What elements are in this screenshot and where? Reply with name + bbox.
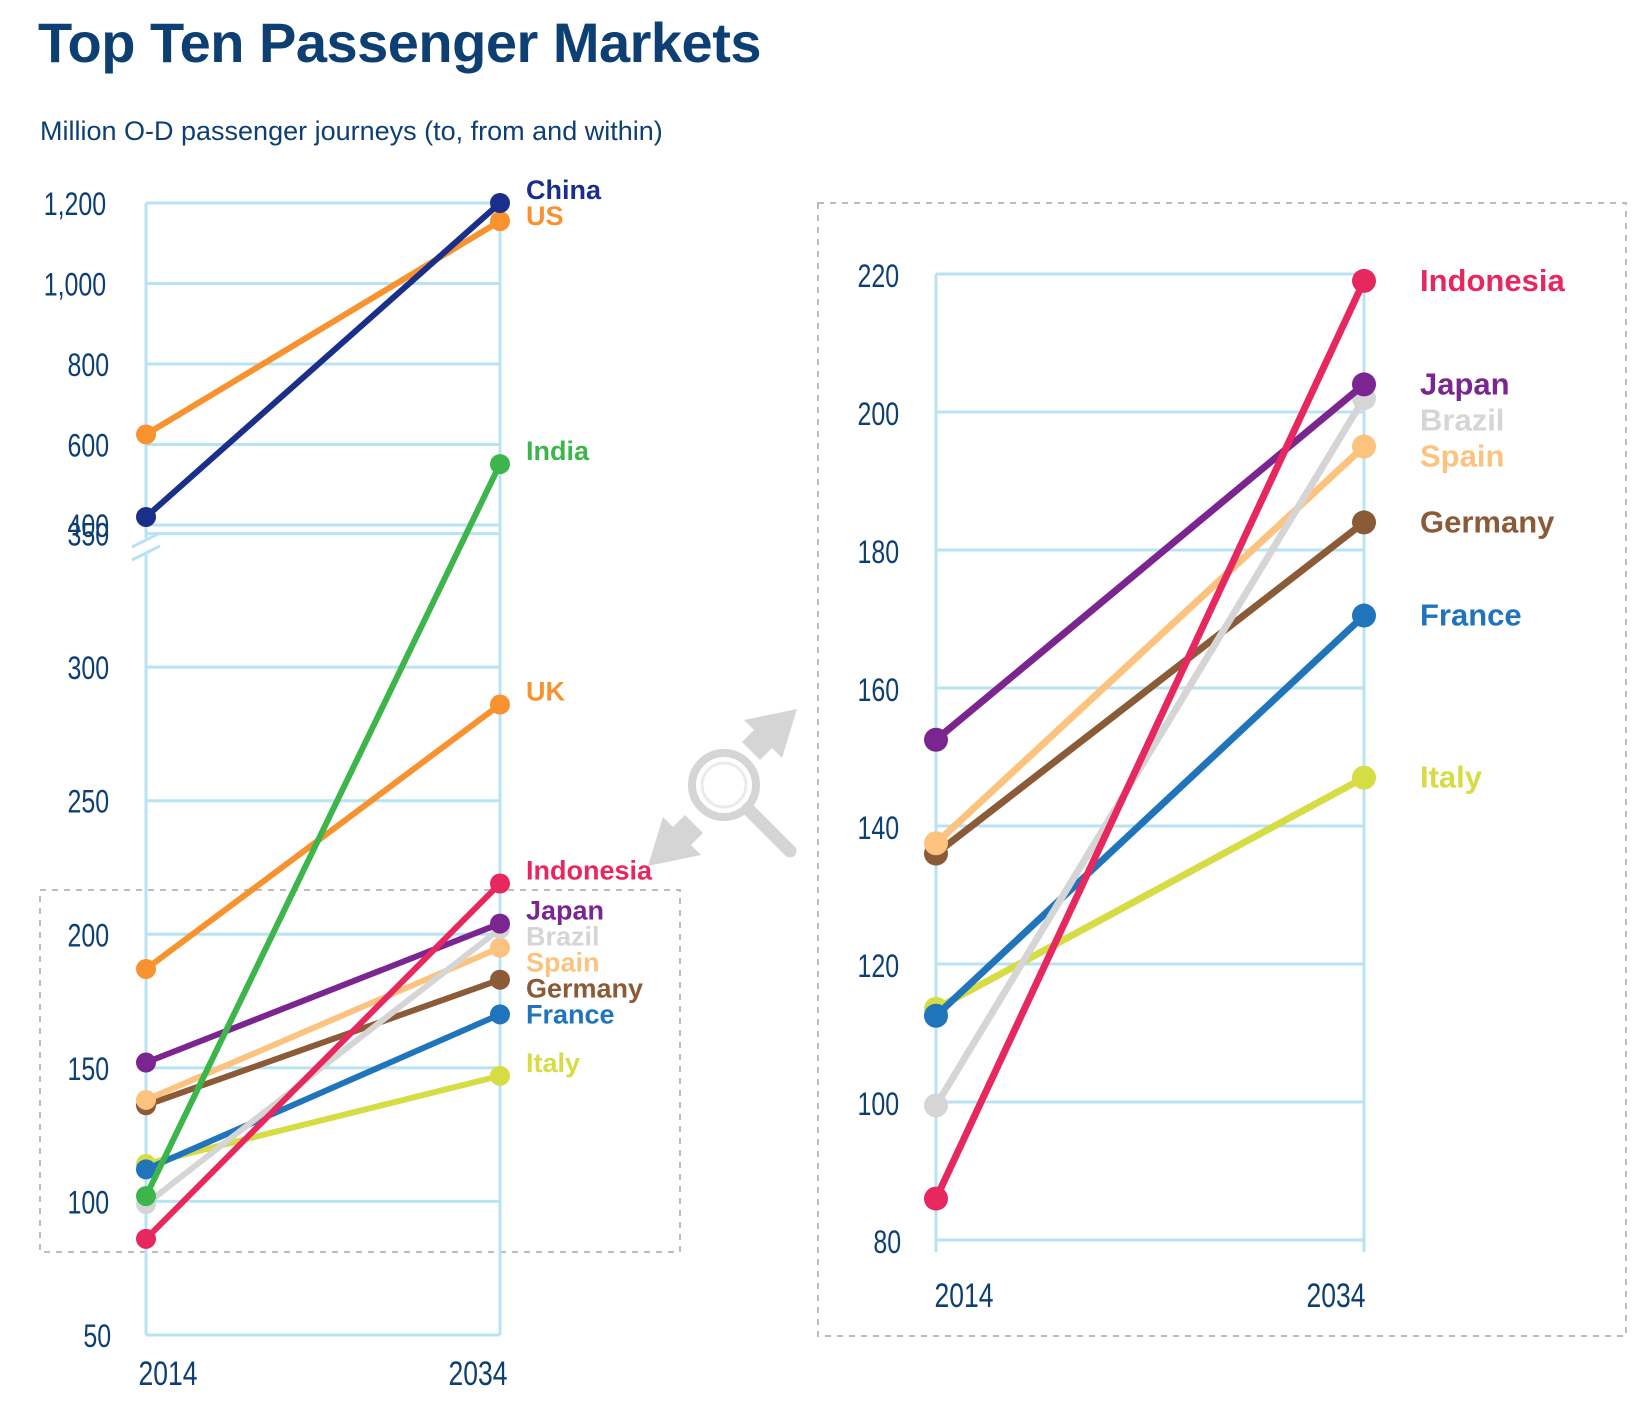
series-line-italy	[932, 774, 1368, 1013]
series-label-brazil: Brazil	[526, 922, 600, 952]
y-tick-label: 140	[857, 811, 899, 847]
point-indonesia-2034	[490, 873, 510, 894]
x-tick-label: 2034	[1307, 1277, 1366, 1315]
series-label-spain: Spain	[526, 948, 600, 978]
series-line-germany	[143, 976, 503, 1109]
series-line-italy	[143, 1072, 503, 1168]
series-line-indonesia	[932, 277, 1368, 1203]
series-line-india	[143, 461, 503, 1200]
arrow-down-left-icon	[648, 815, 703, 866]
chart-title: Top Ten Passenger Markets	[38, 11, 762, 74]
y-tick-label: 200	[67, 918, 109, 954]
zoom-region-box	[39, 889, 681, 1253]
point-uk-2014	[136, 959, 156, 980]
series-label-france: France	[526, 1000, 615, 1030]
y-tick-label: 400	[67, 509, 109, 545]
series-label-india: India	[526, 436, 590, 466]
y-tick-label: 600	[67, 429, 109, 465]
point-italy-2034	[1352, 765, 1376, 790]
series-line-japan	[932, 380, 1368, 744]
series-line-france	[932, 612, 1368, 1020]
series-line-germany	[932, 518, 1368, 858]
y-tick-label: 100	[67, 1186, 109, 1222]
point-indonesia-2014	[136, 1228, 156, 1249]
series-label-us: US	[526, 201, 564, 231]
series-label-indonesia: Indonesia	[526, 856, 653, 886]
point-france-2014	[924, 1003, 948, 1028]
point-us-2034	[490, 211, 510, 232]
point-india-2034	[490, 454, 510, 475]
point-spain-2014	[924, 831, 948, 856]
point-france-2034	[490, 1004, 510, 1025]
series-line-france	[143, 1011, 503, 1173]
series-label-uk: UK	[526, 677, 565, 707]
y-tick-label: 50	[83, 1319, 111, 1355]
arrow-up-right-icon	[742, 709, 797, 760]
series-label-japan: Japan	[526, 896, 604, 926]
y-tick-label: 1,200	[44, 187, 106, 223]
series-label-germany: Germany	[1420, 504, 1555, 539]
point-france-2014	[136, 1159, 156, 1180]
point-china-2014	[136, 506, 156, 527]
x-tick-label: 2034	[449, 1355, 508, 1393]
series-label-germany: Germany	[526, 974, 643, 1004]
point-france-2034	[1352, 603, 1376, 628]
point-germany-2034	[490, 969, 510, 990]
series-label-brazil: Brazil	[1420, 402, 1504, 437]
point-japan-2014	[136, 1052, 156, 1073]
point-india-2014	[136, 1186, 156, 1207]
point-us-2014	[136, 424, 156, 445]
series-line-indonesia	[143, 880, 503, 1242]
series-label-indonesia: Indonesia	[1420, 263, 1565, 298]
series-label-china: China	[526, 175, 602, 205]
point-china-2034	[490, 193, 510, 213]
zoom-indicator	[648, 709, 797, 866]
series-label-spain: Spain	[1420, 438, 1504, 473]
point-japan-2014	[924, 727, 948, 752]
y-tick-label: 350	[67, 518, 109, 554]
series-label-italy: Italy	[526, 1048, 580, 1078]
point-uk-2034	[490, 694, 510, 715]
point-germany-2034	[1352, 510, 1376, 535]
series-label-france: France	[1420, 598, 1522, 633]
y-tick-label: 150	[67, 1052, 109, 1088]
series-label-japan: Japan	[1420, 366, 1510, 401]
y-tick-label: 160	[857, 673, 899, 709]
point-japan-2034	[1352, 372, 1376, 397]
y-tick-label: 300	[67, 651, 109, 687]
y-tick-label: 200	[857, 397, 899, 433]
axis-break-mark	[131, 544, 161, 562]
zoom-panel-box	[817, 202, 1627, 1337]
y-tick-label: 80	[873, 1225, 901, 1261]
point-spain-2014	[136, 1089, 156, 1110]
x-tick-label: 2014	[935, 1277, 994, 1315]
y-tick-label: 180	[857, 535, 899, 571]
point-japan-2034	[490, 913, 510, 934]
magnifier-icon	[688, 749, 797, 858]
y-tick-label: 1,000	[44, 268, 106, 304]
series-line-china	[143, 200, 503, 520]
series-line-brazil	[143, 925, 503, 1208]
point-italy-2034	[490, 1065, 510, 1086]
point-spain-2034	[490, 937, 510, 958]
point-brazil-2014	[924, 1093, 948, 1118]
y-tick-label: 220	[857, 259, 899, 295]
series-line-brazil	[932, 394, 1368, 1109]
x-tick-label: 2014	[139, 1355, 198, 1393]
y-tick-label: 120	[857, 949, 899, 985]
y-tick-label: 250	[67, 785, 109, 821]
point-indonesia-2014	[924, 1186, 948, 1211]
y-tick-label: 100	[857, 1087, 899, 1123]
point-indonesia-2034	[1352, 268, 1376, 293]
axis-break-mark	[131, 531, 161, 549]
series-label-italy: Italy	[1420, 760, 1483, 795]
chart-subtitle: Million O-D passenger journeys (to, from…	[40, 116, 663, 146]
point-spain-2034	[1352, 434, 1376, 459]
y-tick-label: 800	[67, 348, 109, 384]
